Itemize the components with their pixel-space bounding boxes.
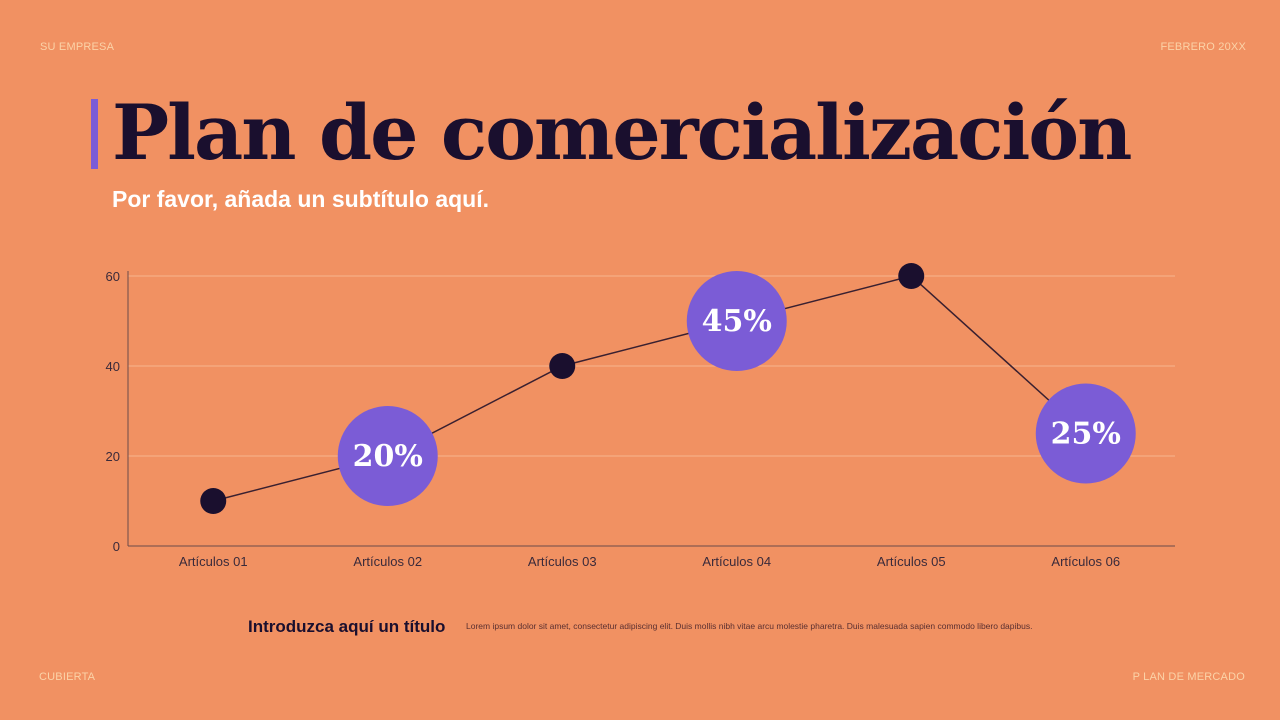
note-text: Lorem ipsum dolor sit amet, consectetur … — [466, 621, 1033, 631]
footer-right: P LAN DE MERCADO — [1132, 671, 1245, 683]
y-tick-label: 20 — [106, 449, 120, 464]
x-tick-label: Artículos 03 — [528, 554, 597, 569]
percent-bubble — [1035, 383, 1136, 484]
footer-left: CUBIERTA — [39, 671, 96, 683]
percent-bubble — [686, 271, 787, 371]
data-point — [549, 353, 576, 379]
page-title: Plan de comercialización — [112, 88, 1132, 177]
x-tick-label: Artículos 05 — [877, 554, 946, 569]
note-title: Introduzca aquí un título — [248, 617, 446, 636]
percent-label: 20% — [353, 439, 423, 474]
x-tick-label: Artículos 01 — [179, 554, 248, 569]
date-label: FEBRERO 20XX — [1160, 41, 1246, 53]
x-tick-label: Artículos 02 — [353, 554, 422, 569]
y-tick-label: 60 — [106, 269, 120, 284]
x-tick-label: Artículos 04 — [702, 554, 771, 569]
percent-bubble — [337, 406, 438, 506]
company-name: SU EMPRESA — [40, 41, 115, 53]
y-tick-label: 0 — [113, 539, 120, 554]
accent-bar — [91, 99, 98, 169]
data-point — [200, 488, 227, 514]
data-point — [898, 263, 925, 289]
page-subtitle: Por favor, añada un subtítulo aquí. — [112, 186, 489, 212]
percent-label: 45% — [702, 304, 772, 339]
x-tick-label: Artículos 06 — [1051, 554, 1120, 569]
y-tick-label: 40 — [106, 359, 120, 374]
percent-label: 25% — [1051, 417, 1121, 452]
